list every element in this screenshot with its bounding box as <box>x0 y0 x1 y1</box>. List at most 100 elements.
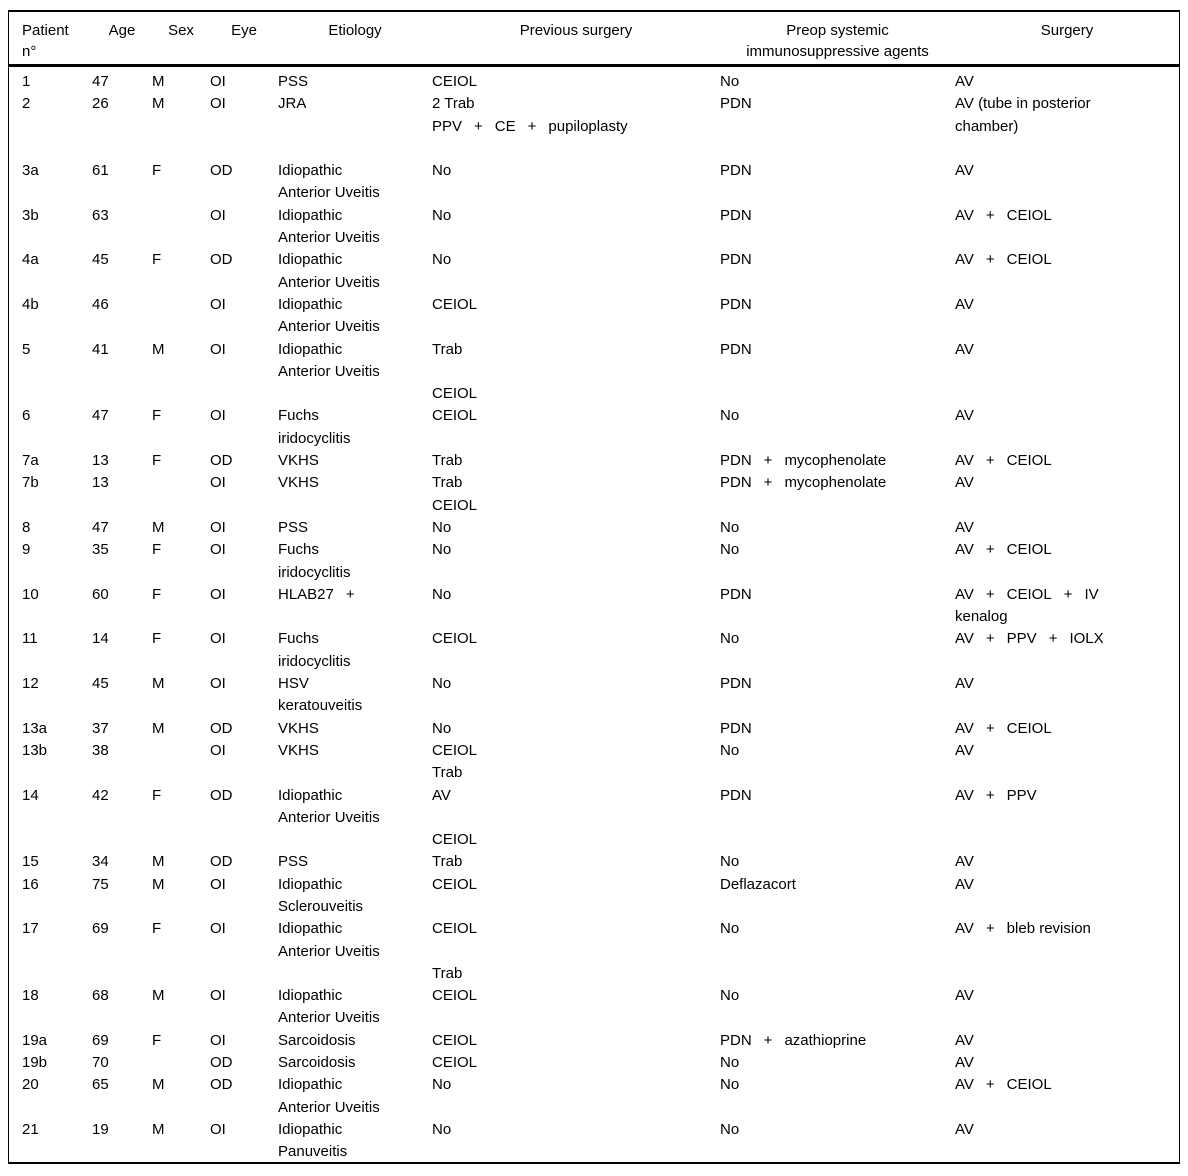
cell-patient: 7a <box>22 452 39 470</box>
cell-etiology: Idiopathic Anterior Uveitis <box>278 162 380 202</box>
plus-separator: + <box>985 206 995 224</box>
cell-preop_agents: No <box>720 407 740 425</box>
cell-sex: F <box>152 452 162 470</box>
column-header-sex: Sex <box>152 12 210 67</box>
cell-preop_agents: PDN <box>720 719 752 737</box>
cell-patient: 7b <box>22 474 39 492</box>
table-row: 17 69 F OI Idiopathic Anterior Uveitis CEIOL T… <box>9 918 1179 985</box>
cell-patient: 21 <box>22 1120 39 1138</box>
column-header-etiology: Etiology <box>278 12 432 67</box>
cell-eye: OI <box>210 987 226 1005</box>
table-row: 8 47 M OI PSS No No AV <box>9 517 1179 539</box>
cell-surgery: AV + bleb revision <box>955 918 1179 985</box>
cell-sex: F <box>152 920 162 938</box>
table-row: 9 35 F OI Fuchs iridocyclitis No No AV + CEIOL <box>9 539 1179 584</box>
cell-patient: 8 <box>22 518 31 536</box>
cell-preop_agents: No <box>720 1120 740 1138</box>
cell-eye: OD <box>210 452 233 470</box>
cell-previous_surgery: Trab <box>432 452 463 470</box>
cell-patient: 14 <box>22 786 39 804</box>
cell-age: 37 <box>92 719 109 737</box>
cell-preop_agents: PDN <box>720 295 752 313</box>
cell-etiology: Idiopathic Panuveitis <box>278 1120 348 1161</box>
cell-etiology: PSS <box>278 73 309 90</box>
table-row: 2 26 M OI JRA 2 Trab PPV + CE + pupiloplasty PDN AV… <box>9 93 1179 160</box>
plus-separator: + <box>985 585 995 603</box>
cell-age: 69 <box>92 1031 109 1049</box>
cell-preop_agents: PDN + azathioprine <box>720 1030 955 1052</box>
cell-previous_surgery: No <box>432 251 452 269</box>
header-row: Patient n° Age Sex Eye Etiology Previous surge… <box>9 12 1179 67</box>
cell-previous_surgery: CEIOL Trab <box>432 920 478 982</box>
cell-eye: OI <box>210 630 226 648</box>
cell-preop_agents: No <box>720 518 740 536</box>
cell-preop_agents: PDN + mycophenolate <box>720 450 955 472</box>
cell-eye: OI <box>210 1031 226 1049</box>
table-row: 21 19 M OI Idiopathic Panuveitis No No AV <box>9 1119 1179 1164</box>
cell-preop_agents: PDN <box>720 585 752 603</box>
cell-sex: F <box>152 251 162 269</box>
cell-etiology: Idiopathic Anterior Uveitis <box>278 1076 380 1116</box>
cell-surgery: AV + CEIOL <box>955 539 1179 584</box>
cell-preop_agents: PDN <box>720 675 752 693</box>
cell-etiology: VKHS <box>278 474 319 492</box>
table-row: 13b 38 OI VKHS CEIOL Trab No AV <box>9 740 1179 785</box>
table-row: 5 41 M OI Idiopathic Anterior Uveitis Trab CEI… <box>9 339 1179 406</box>
cell-surgery: AV + PPV + IOLX <box>955 628 1179 673</box>
cell-sex: M <box>152 675 165 693</box>
cell-etiology: Idiopathic Anterior Uveitis <box>278 206 380 247</box>
cell-eye: OI <box>210 407 226 425</box>
table-row: 4b 46 OI Idiopathic Anterior Uveitis CEIOL PD… <box>9 294 1179 339</box>
cell-patient: 2 <box>22 95 31 113</box>
plus-separator: + <box>345 585 355 603</box>
patients-table-container: Patient n° Age Sex Eye Etiology Previous surge… <box>8 10 1180 1164</box>
cell-previous_surgery: No <box>432 1076 452 1094</box>
cell-eye: OD <box>210 719 233 737</box>
cell-previous_surgery: Trab CEIOL <box>432 474 478 514</box>
cell-previous_surgery: CEIOL <box>432 1054 478 1072</box>
cell-previous_surgery: No <box>432 541 452 559</box>
cell-patient: 12 <box>22 675 39 693</box>
table-row: 20 65 M OD Idiopathic Anterior Uveitis No No AV +… <box>9 1074 1179 1119</box>
table-row: 19b 70 OD Sarcoidosis CEIOL No AV <box>9 1052 1179 1074</box>
cell-eye: OD <box>210 786 233 804</box>
cell-surgery: AV + CEIOL <box>955 718 1179 740</box>
plus-separator: + <box>985 452 995 470</box>
cell-eye: OI <box>210 585 226 603</box>
cell-etiology: Fuchs iridocyclitis <box>278 541 351 581</box>
cell-patient: 4b <box>22 295 39 313</box>
cell-sex: F <box>152 1031 162 1049</box>
cell-age: 38 <box>92 741 109 759</box>
cell-etiology: Fuchs iridocyclitis <box>278 407 351 447</box>
table-row: 15 34 M OD PSS Trab No AV <box>9 851 1179 873</box>
cell-sex: F <box>152 786 162 804</box>
cell-patient: 16 <box>22 875 39 893</box>
cell-preop_agents: PDN <box>720 95 752 113</box>
cell-previous_surgery: CEIOL <box>432 295 478 313</box>
cell-sex: F <box>152 407 162 425</box>
column-header-age: Age <box>92 12 152 67</box>
cell-etiology: Sarcoidosis <box>278 1031 356 1049</box>
table-row: 18 68 M OI Idiopathic Anterior Uveitis CEIOL No… <box>9 985 1179 1030</box>
cell-surgery: AV <box>955 295 974 313</box>
cell-etiology: Idiopathic Anterior Uveitis <box>278 987 380 1027</box>
plus-separator: + <box>763 1031 773 1049</box>
cell-etiology: PSS <box>278 518 309 536</box>
cell-surgery: AV <box>955 675 974 693</box>
cell-eye: OI <box>210 340 226 358</box>
cell-eye: OI <box>210 920 226 938</box>
cell-previous_surgery: CEIOL <box>432 875 478 893</box>
cell-sex: M <box>152 853 165 871</box>
cell-previous_surgery: CEIOL <box>432 407 478 425</box>
cell-preop_agents: PDN + mycophenolate <box>720 472 955 517</box>
table-row: 6 47 F OI Fuchs iridocyclitis CEIOL No AV <box>9 405 1179 450</box>
cell-surgery: AV <box>955 407 974 425</box>
cell-previous_surgery: CEIOL Trab <box>432 741 478 782</box>
cell-eye: OI <box>210 1120 226 1138</box>
plus-separator: + <box>985 786 995 804</box>
cell-etiology: HSV keratouveitis <box>278 675 363 715</box>
cell-age: 14 <box>92 630 109 648</box>
cell-surgery: AV <box>955 73 974 90</box>
cell-age: 13 <box>92 474 109 492</box>
cell-age: 34 <box>92 853 109 871</box>
